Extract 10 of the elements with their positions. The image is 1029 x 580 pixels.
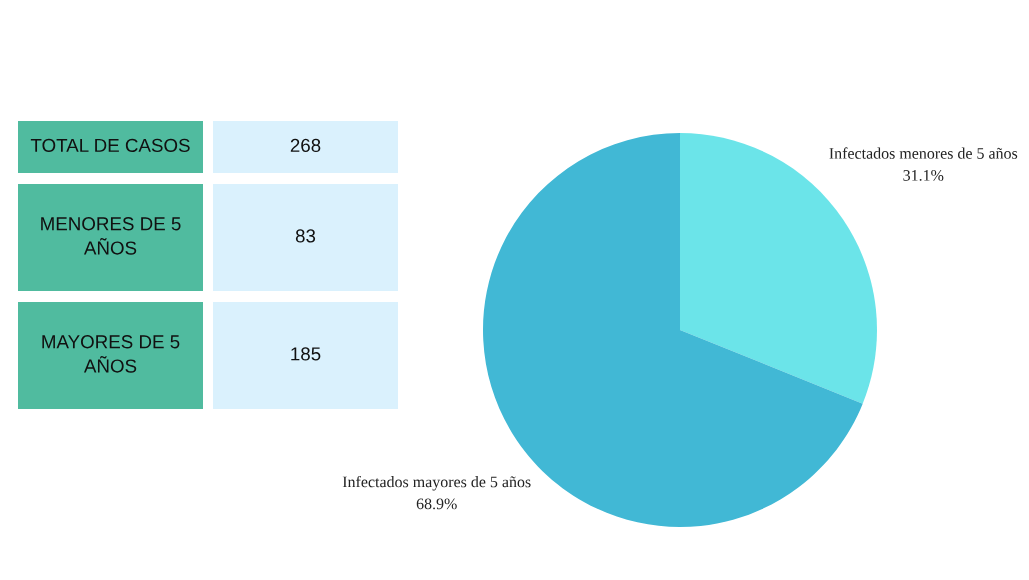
slice-label: Infectados mayores de 5 años xyxy=(342,475,531,491)
data-label: 68.9% xyxy=(416,498,457,510)
data-label: 268 xyxy=(290,138,321,153)
data-label: 185 xyxy=(291,347,321,361)
data-label: 83 xyxy=(295,229,316,243)
category-label: MAYORES DE 5 AÑOS xyxy=(42,335,180,373)
category-label: MENORES DE 5 AÑOS xyxy=(41,217,181,255)
data-label: 31.1% xyxy=(903,169,944,181)
category-label: TOTAL DE CASOS xyxy=(30,138,190,153)
slice-label: Infectados menores de 5 años xyxy=(829,147,1018,159)
